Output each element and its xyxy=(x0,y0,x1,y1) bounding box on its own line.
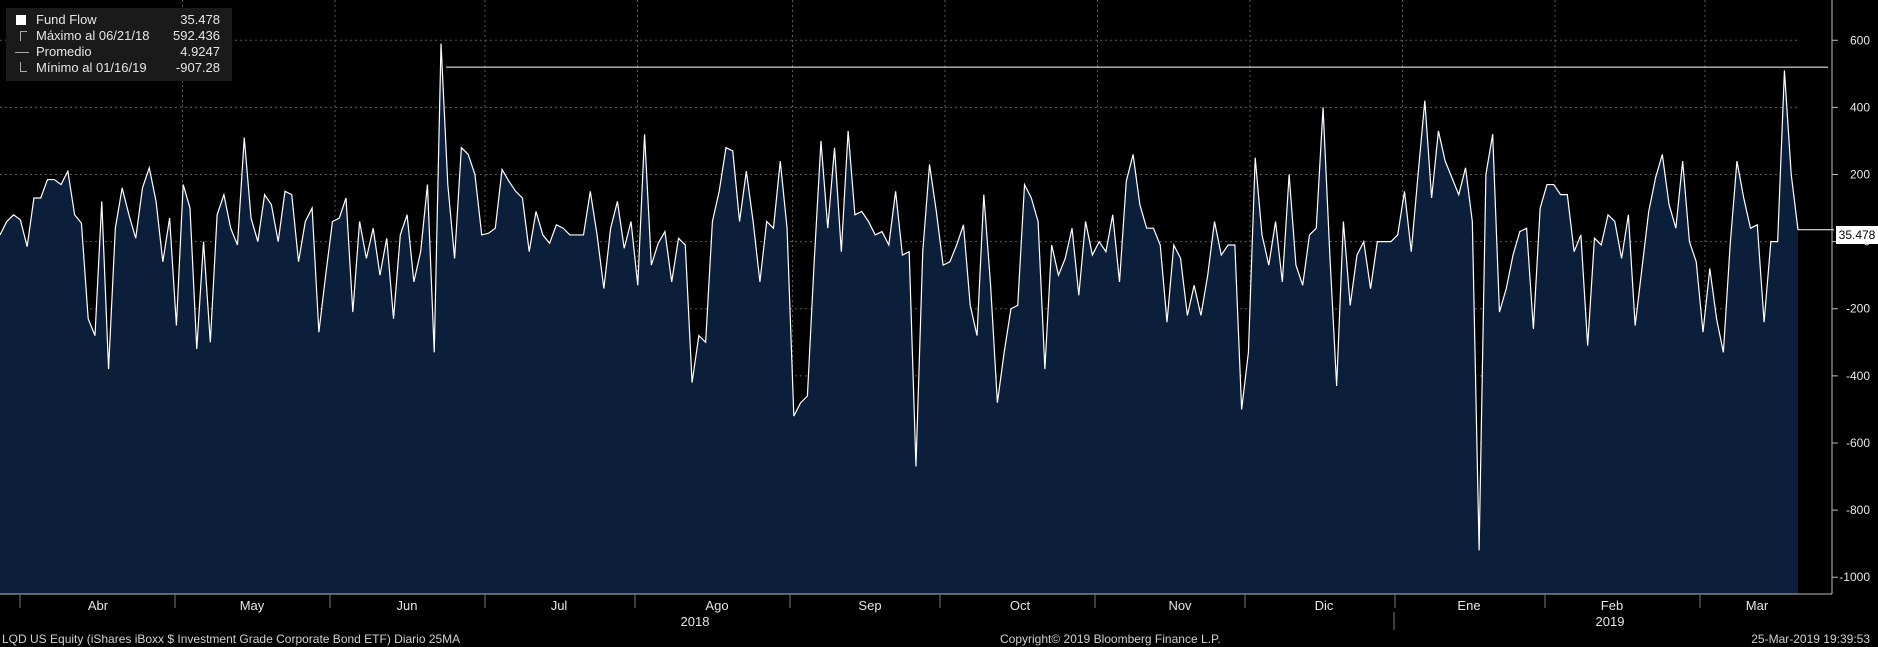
legend-label: Promedio xyxy=(36,44,92,59)
footer-copyright: Copyright© 2019 Bloomberg Finance L.P. xyxy=(1000,632,1221,646)
x-tick-label: Sep xyxy=(858,598,881,613)
legend-row-max: Máximo al 06/21/18 592.436 xyxy=(6,28,232,44)
y-tick-label: -1000 xyxy=(1839,570,1870,584)
series-area-fill xyxy=(0,43,1798,594)
max-marker-icon xyxy=(20,31,27,41)
y-tick-label: -200 xyxy=(1846,302,1870,316)
x-tick-label: Ene xyxy=(1457,598,1480,613)
y-tick-label: 400 xyxy=(1850,100,1870,114)
min-marker-icon xyxy=(20,62,27,72)
filled-square-icon xyxy=(16,15,26,25)
y-tick-label: -600 xyxy=(1846,436,1870,450)
x-tick-label: Abr xyxy=(88,598,109,613)
legend-label: Fund Flow xyxy=(36,12,97,27)
last-value-badge: 35.478 xyxy=(1836,226,1878,244)
footer-security-description: LQD US Equity (iShares iBoxx $ Investmen… xyxy=(2,632,461,646)
legend-row-min: Mínimo al 01/16/19 -907.28 xyxy=(6,60,232,76)
average-marker-icon xyxy=(15,52,29,53)
x-year-label: 2019 xyxy=(1596,614,1625,629)
legend-row-average: Promedio 4.9247 xyxy=(6,44,232,60)
legend-label: Mínimo al 01/16/19 xyxy=(36,60,147,75)
legend-row-fund-flow: Fund Flow 35.478 xyxy=(6,12,232,28)
footer-timestamp: 25-Mar-2019 19:39:53 xyxy=(1751,632,1870,646)
x-tick-label: Jun xyxy=(397,598,418,613)
y-tick-label: 600 xyxy=(1850,33,1870,47)
series-line-fund-flow xyxy=(0,43,1799,551)
x-tick-label: Mar xyxy=(1746,598,1769,613)
legend-box: Fund Flow 35.478 Máximo al 06/21/18 592.… xyxy=(6,8,232,81)
x-tick-label: Ago xyxy=(705,598,728,613)
x-tick-label: Dic xyxy=(1315,598,1334,613)
x-tick-label: Oct xyxy=(1010,598,1031,613)
y-tick-label: -400 xyxy=(1846,369,1870,383)
x-tick-label: Feb xyxy=(1601,598,1623,613)
x-tick-label: Nov xyxy=(1168,598,1192,613)
y-tick-label: -800 xyxy=(1846,503,1870,517)
x-year-label: 2018 xyxy=(681,614,710,629)
legend-label: Máximo al 06/21/18 xyxy=(36,28,150,43)
x-tick-label: Jul xyxy=(551,598,568,613)
legend-value: 4.9247 xyxy=(180,44,220,59)
legend-value: 35.478 xyxy=(180,12,220,27)
x-tick-label: May xyxy=(240,598,265,613)
legend-value: -907.28 xyxy=(175,60,220,75)
y-tick-label: 200 xyxy=(1850,168,1870,182)
legend-value: 592.436 xyxy=(173,28,220,43)
